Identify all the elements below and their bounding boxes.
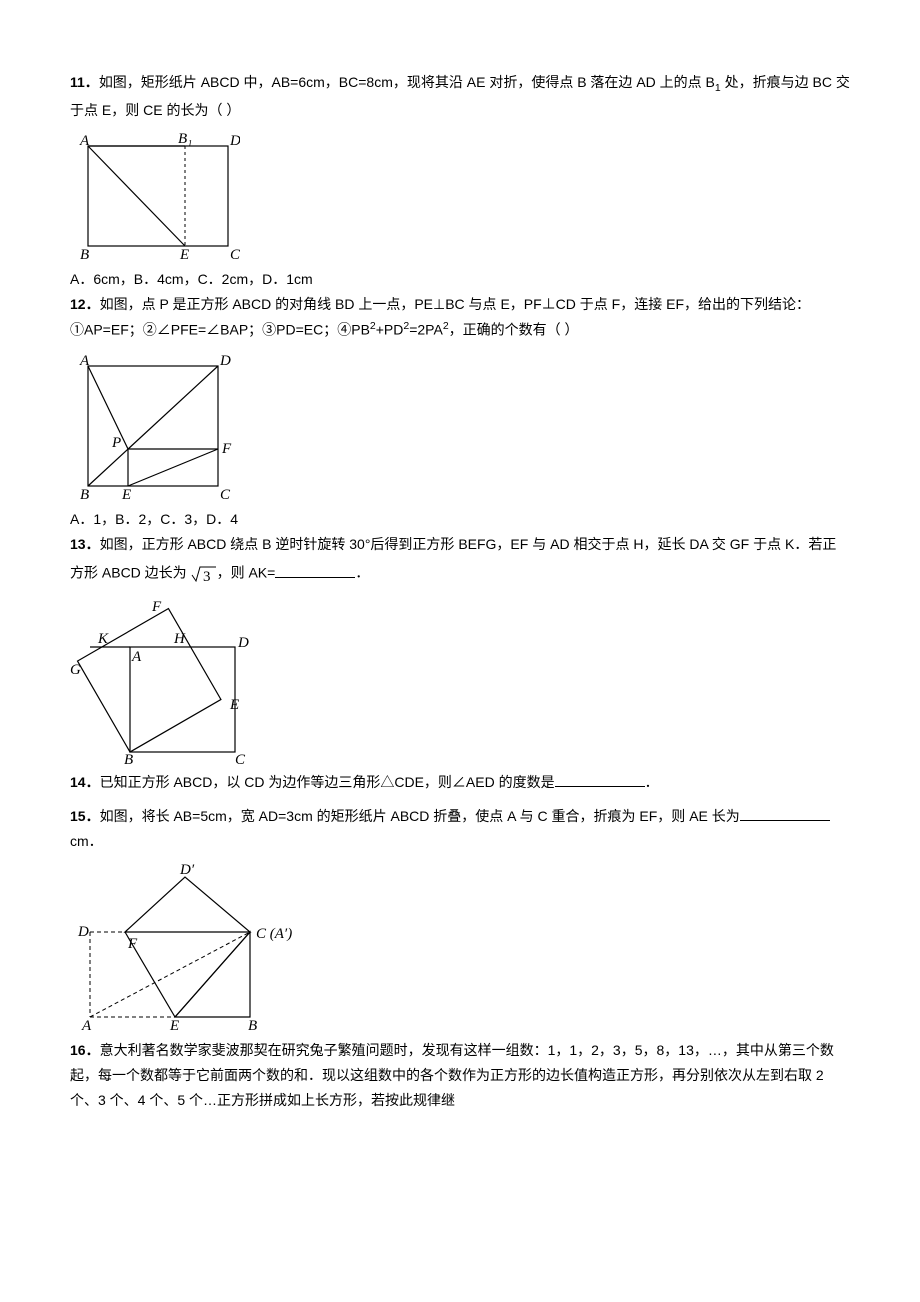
q12-options: A．1，B．2，C．3，D．4 bbox=[70, 507, 850, 532]
q13-blank bbox=[275, 563, 355, 578]
q15-blank bbox=[740, 806, 830, 821]
question-13: 13．如图，正方形 ABCD 绕点 B 逆时针旋转 30°后得到正方形 BEFG… bbox=[70, 532, 850, 591]
sqrt3: 3 bbox=[191, 557, 217, 591]
q13-text-b: ，则 AK= bbox=[217, 565, 276, 581]
label-F: F bbox=[151, 599, 162, 615]
label-E: E bbox=[229, 697, 239, 713]
q12-text-c: =2PA bbox=[409, 322, 443, 338]
label-F: F bbox=[127, 936, 138, 952]
label-F: F bbox=[221, 441, 232, 457]
q12-text-b: +PD bbox=[376, 322, 404, 338]
label-K: K bbox=[97, 631, 109, 647]
label-P: P bbox=[111, 435, 121, 451]
q14-text-b: ． bbox=[645, 774, 659, 790]
q11-number: 11． bbox=[70, 74, 99, 90]
label-B: B bbox=[80, 487, 89, 501]
q12-text-d: ，正确的个数有（ ） bbox=[449, 322, 579, 338]
q16-number: 16． bbox=[70, 1042, 100, 1058]
label-D: D bbox=[229, 133, 240, 149]
label-A: A bbox=[81, 1018, 92, 1032]
label-B: B bbox=[248, 1018, 257, 1032]
label-A: A bbox=[79, 133, 90, 149]
question-14: 14．已知正方形 ABCD，以 CD 为边作等边三角形△CDE，则∠AED 的度… bbox=[70, 770, 850, 795]
label-H: H bbox=[173, 631, 186, 647]
q13-number: 13． bbox=[70, 536, 100, 552]
label-CA: C (A′) bbox=[256, 926, 292, 942]
svg-text:3: 3 bbox=[203, 569, 211, 585]
q12-number: 12． bbox=[70, 296, 100, 312]
q13-text-a: 如图，正方形 ABCD 绕点 B 逆时针旋转 30°后得到正方形 BEFG，EF… bbox=[70, 536, 836, 581]
label-C: C bbox=[230, 247, 240, 261]
label-E: E bbox=[121, 487, 131, 501]
label-Aa: A bbox=[131, 649, 142, 665]
label-D: D bbox=[77, 924, 89, 940]
label-B1: B₁ bbox=[178, 131, 192, 147]
q14-number: 14． bbox=[70, 774, 100, 790]
q15-figure: D′ D F C (A′) A E B bbox=[70, 862, 300, 1032]
label-D: D bbox=[219, 353, 231, 369]
label-A: A bbox=[79, 353, 90, 369]
q11-text-a: 如图，矩形纸片 ABCD 中，AB=6cm，BC=8cm，现将其沿 AE 对折，… bbox=[99, 74, 715, 90]
label-C: C bbox=[220, 487, 231, 501]
q13-text-c: ． bbox=[355, 565, 369, 581]
q11-options: A．6cm，B．4cm，C．2cm，D．1cm bbox=[70, 267, 850, 292]
q11-figure: A B₁ D B E C bbox=[70, 131, 240, 261]
label-D: D bbox=[237, 635, 249, 651]
question-15: 15．如图，将长 AB=5cm，宽 AD=3cm 的矩形纸片 ABCD 折叠，使… bbox=[70, 804, 850, 854]
q15-number: 15． bbox=[70, 808, 100, 824]
q13-figure: F K H D G A E B C bbox=[70, 599, 260, 764]
q16-text: 意大利著名数学家斐波那契在研究兔子繁殖问题时，发现有这样一组数：1，1，2，3，… bbox=[70, 1042, 834, 1108]
label-B: B bbox=[80, 247, 89, 261]
q14-blank bbox=[555, 772, 645, 787]
q15-text-b: cm． bbox=[70, 833, 103, 849]
label-G: G bbox=[70, 662, 81, 678]
label-E: E bbox=[179, 247, 189, 261]
q14-text-a: 已知正方形 ABCD，以 CD 为边作等边三角形△CDE，则∠AED 的度数是 bbox=[100, 774, 555, 790]
q12-figure: A D P F B E C bbox=[70, 351, 240, 501]
q15-text-a: 如图，将长 AB=5cm，宽 AD=3cm 的矩形纸片 ABCD 折叠，使点 A… bbox=[100, 808, 740, 824]
question-11: 11．如图，矩形纸片 ABCD 中，AB=6cm，BC=8cm，现将其沿 AE … bbox=[70, 70, 850, 123]
question-12: 12．如图，点 P 是正方形 ABCD 的对角线 BD 上一点，PE⊥BC 与点… bbox=[70, 292, 850, 343]
question-16: 16．意大利著名数学家斐波那契在研究兔子繁殖问题时，发现有这样一组数：1，1，2… bbox=[70, 1038, 850, 1114]
label-E: E bbox=[169, 1018, 179, 1032]
label-C: C bbox=[235, 752, 246, 764]
label-Dp: D′ bbox=[179, 862, 195, 878]
label-B: B bbox=[124, 752, 133, 764]
